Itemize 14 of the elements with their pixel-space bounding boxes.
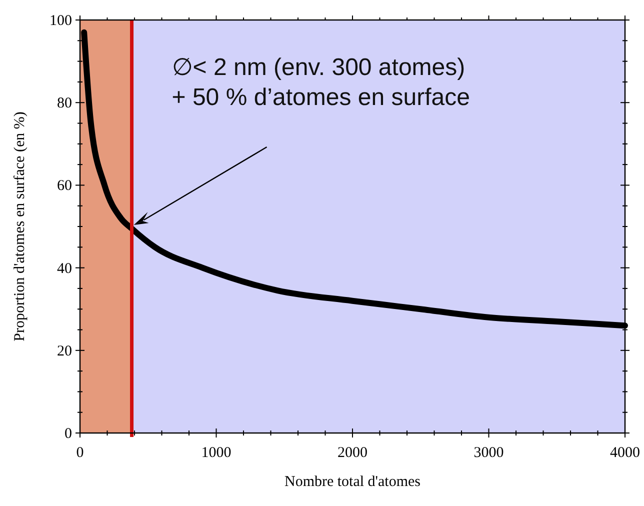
y-tick-label: 100 — [50, 13, 72, 29]
x-tick-label: 0 — [76, 445, 84, 461]
x-axis-title: Nombre total d'atomes — [284, 474, 421, 490]
y-tick-label: 60 — [57, 178, 72, 194]
x-tick-label: 3000 — [474, 445, 504, 461]
y-tick-label: 20 — [57, 343, 72, 360]
y-tick-label: 0 — [64, 426, 72, 442]
x-tick-label: 1000 — [201, 445, 232, 461]
y-tick-label: 80 — [57, 96, 72, 112]
x-tick-label: 2000 — [338, 445, 368, 461]
x-tick-label: 4000 — [610, 445, 640, 461]
y-axis-title: Proportion d'atomes en surface (en %) — [12, 112, 28, 342]
y-tick-label: 40 — [57, 260, 72, 277]
annotation: ∅< 2 nm (env. 300 atomes) + 50 % d’atomes en surface — [172, 54, 470, 111]
